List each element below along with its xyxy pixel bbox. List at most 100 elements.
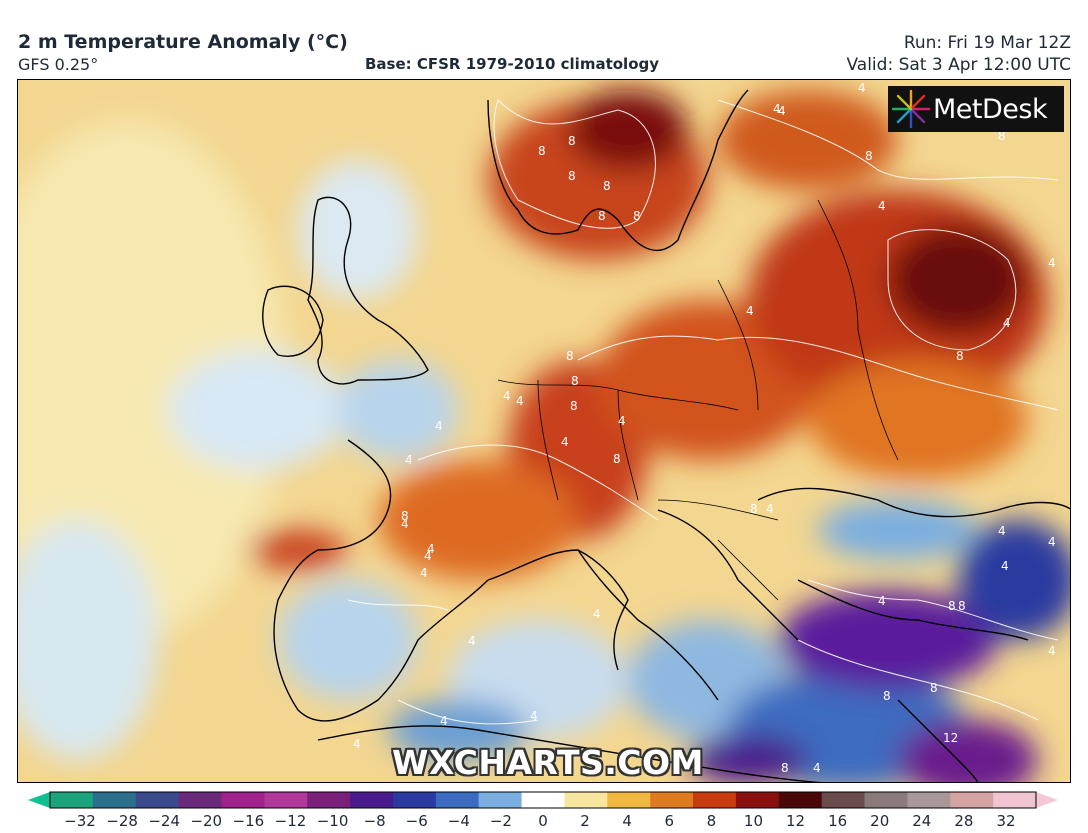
contour-label: 8 (568, 169, 576, 183)
contour-label: 8 (538, 144, 546, 158)
colorbar-cell (392, 792, 437, 808)
colorbar-tick-label: 24 (912, 812, 932, 830)
contour-label: 4 (435, 419, 443, 433)
contour-label: 8 (571, 374, 579, 388)
contour-label: 4 (401, 517, 409, 531)
colorbar-tick-label: −28 (106, 812, 138, 830)
colorbar-cell (650, 792, 694, 808)
climatology-base-label: Base: CFSR 1979-2010 climatology (365, 55, 660, 73)
contour-label: 8 (566, 349, 574, 363)
colorbar-cell (178, 792, 222, 808)
valid-time-label: Valid: Sat 3 Apr 12:00 UTC (846, 55, 1071, 75)
colorbar-tick-label: 10 (743, 812, 763, 830)
contour-label: 8 (998, 129, 1006, 143)
contour-label: 8 (781, 761, 789, 775)
contour-label: 4 (878, 199, 886, 213)
country-borders (497, 199, 899, 601)
colorbar-tick-label: −12 (274, 812, 307, 830)
colorbar-cell (821, 792, 866, 808)
contour-label: 4 (405, 453, 413, 467)
contour-label: 4 (561, 435, 569, 449)
wxcharts-watermark: WXCHARTS.COM (392, 743, 704, 782)
contour-label: 4 (813, 761, 821, 775)
contour-label: 4 (503, 389, 511, 403)
colorbar-cell (950, 792, 994, 808)
contour-label: 4 (746, 304, 754, 318)
colorbar-tick-label: −10 (316, 812, 349, 830)
contour-label: 8 (603, 179, 611, 193)
anomaly-field (18, 90, 1070, 782)
colorbar-tick-label: 6 (664, 812, 675, 830)
contour-label: 4 (424, 549, 432, 563)
contour-label: 8 (570, 399, 578, 413)
contour-label: 8 (956, 349, 964, 363)
contour-label: 8 (930, 681, 938, 695)
colorbar-tick-label: −4 (447, 812, 470, 830)
metdesk-logo-text: MetDesk (933, 93, 1048, 125)
contour-label: 4 (878, 594, 886, 608)
contour-label: 4 (530, 709, 538, 723)
colorbar-tick-label: 16 (828, 812, 848, 830)
colorbar-arrow-high (1036, 792, 1058, 808)
colorbar-cell (221, 792, 265, 808)
contour-label: 4 (998, 524, 1006, 538)
contour-label: 4 (1048, 256, 1056, 270)
contour-label: 4 (778, 104, 786, 118)
colorbar-cell (993, 792, 1037, 808)
metdesk-logo: MetDesk (888, 86, 1064, 132)
colorbar-tick-label: 12 (785, 812, 806, 830)
metdesk-starburst-icon (891, 89, 931, 129)
contour-label: 8 (401, 509, 409, 523)
colorbar-tick-label: 4 (622, 812, 632, 830)
contour-label: 4 (1003, 316, 1011, 330)
contour-lines (347, 99, 1059, 725)
contour-label: 4 (593, 607, 601, 621)
colorbar-tick-label: 32 (996, 812, 1016, 830)
colorbar-tick-label: −16 (232, 812, 265, 830)
colorbar-labels: −32 −28 −24 −20 −16 −12 −10 −8 −6 −4 −2 0 2 4 6 8 10 12 16… (0, 812, 1088, 832)
colorbar-cell (607, 792, 651, 808)
colorbar-tick-label: 8 (706, 812, 717, 830)
contour-label: 4 (1048, 644, 1056, 658)
chart-title: 2 m Temperature Anomaly (°C) (18, 31, 348, 53)
colorbar-arrow-low (28, 792, 50, 808)
colorbar-cell (264, 792, 308, 808)
contour-label: 4 (353, 737, 361, 751)
colorbar-tick-label: 20 (870, 812, 890, 830)
model-label: GFS 0.25° (18, 55, 99, 74)
contour-label: 4 (618, 414, 626, 428)
contour-label: 4 (468, 634, 476, 648)
contour-label: 4 (516, 394, 524, 408)
colorbar-cell (693, 792, 737, 808)
colorbar-cell (135, 792, 180, 808)
colorbar-cell (50, 792, 94, 808)
contour-label: 4 (766, 502, 774, 516)
contour-label: 8 (948, 599, 956, 613)
colorbar-cell (521, 792, 565, 808)
contour-label: 8 (613, 452, 621, 466)
colorbar-cell (778, 792, 823, 808)
contour-label: 4 (1001, 559, 1009, 573)
colorbar-cell (435, 792, 480, 808)
colorbar-tick-label: 28 (954, 812, 974, 830)
colorbar-tick-label: −32 (64, 812, 96, 830)
contour-label: 4 (773, 102, 781, 116)
contour-label: 4 (440, 714, 448, 728)
colorbar-cell (735, 792, 780, 808)
contour-label: 8 (568, 134, 576, 148)
colorbar-tick-label: −6 (405, 812, 428, 830)
colorbar-tick-label: 0 (538, 812, 548, 830)
colorbar-tick-label: −2 (489, 812, 512, 830)
colorbar-cell (92, 792, 137, 808)
colorbar-tick-label: 2 (580, 812, 590, 830)
contour-label: 8 (598, 209, 606, 223)
colorbar-cell (907, 792, 951, 808)
colorbar-cell (350, 792, 394, 808)
contour-label: 4 (1048, 535, 1056, 549)
contour-label: 8 (958, 599, 966, 613)
colorbar-cell (564, 792, 608, 808)
colorbar-tick-label: −24 (148, 812, 180, 830)
contour-label: 8 (883, 689, 891, 703)
contour-label: 8 (633, 209, 641, 223)
